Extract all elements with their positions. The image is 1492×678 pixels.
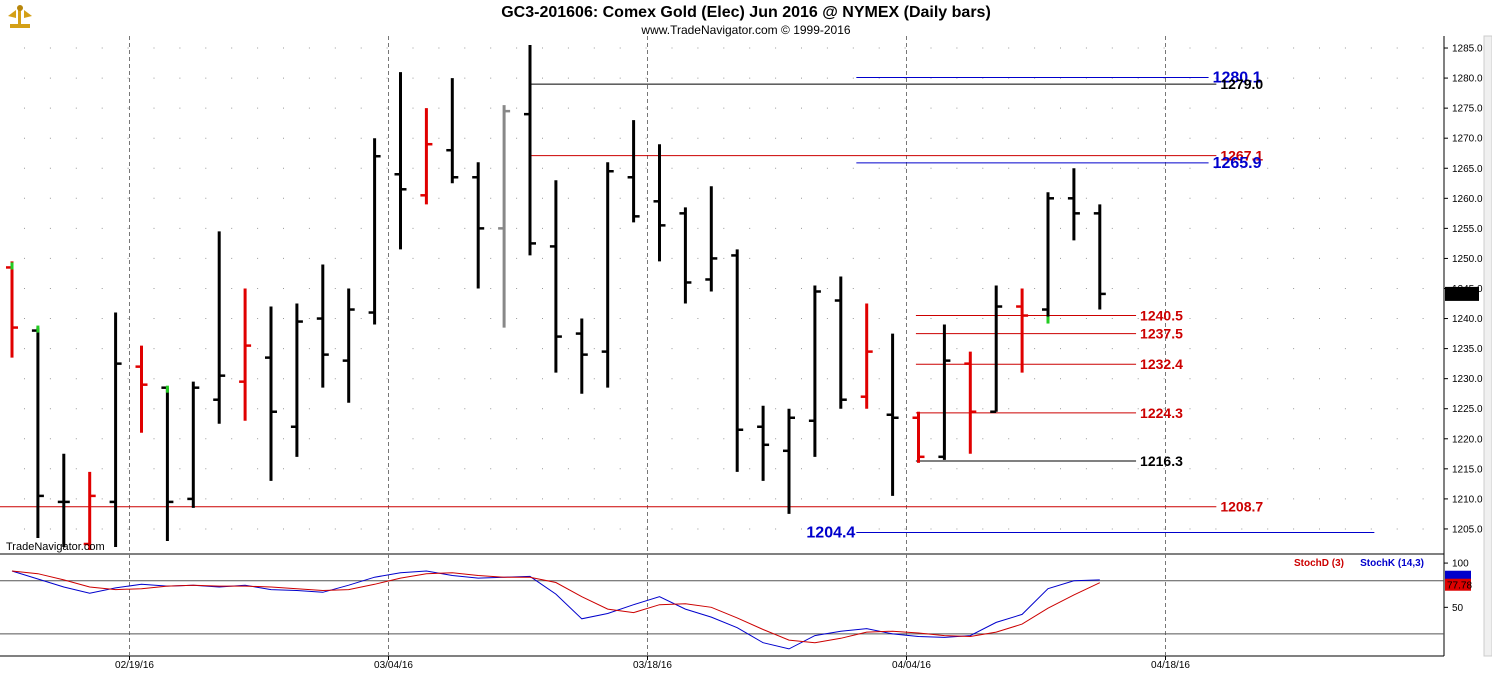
ohlc-bar <box>990 285 1003 413</box>
ohlc-bar <box>834 276 847 409</box>
grid <box>0 36 1445 657</box>
ohlc-bar <box>316 264 329 388</box>
ohlc-bar <box>368 138 381 325</box>
ohlc-bar <box>757 405 770 481</box>
y-tick-label: 1250.0 <box>1452 254 1483 265</box>
ohlc-bar <box>239 288 252 421</box>
ohlc-bar <box>627 120 640 223</box>
level-label: 1208.7 <box>1220 499 1263 515</box>
y-tick-label: 1285.0 <box>1452 44 1483 55</box>
ohlc-bar <box>290 303 303 457</box>
y-tick-label: 1260.0 <box>1452 194 1483 205</box>
ohlc-bar <box>653 144 666 262</box>
watermark: TradeNavigator.com <box>6 541 105 553</box>
level-label: 1267.1 <box>1220 148 1263 164</box>
stochk-last-box <box>1445 570 1471 580</box>
y-tick-label: 1265.0 <box>1452 164 1483 175</box>
x-tick-label: 03/04/16 <box>374 660 413 671</box>
axes: 02/19/16 03/04/16 03/18/16 04/04/16 04/18/16… <box>115 35 1492 671</box>
stoch-y-tick-label: 50 <box>1452 603 1464 614</box>
y-tick-label: 1205.0 <box>1452 524 1483 535</box>
ohlc-bar <box>265 306 277 481</box>
y-tick-label: 1240.0 <box>1452 314 1483 325</box>
ohlc-bar <box>83 471 96 550</box>
ohlc-bar <box>57 453 70 547</box>
price-bars <box>6 45 1106 550</box>
logo-icon <box>8 5 32 28</box>
ohlc-bar <box>498 105 511 328</box>
y-tick-label: 1270.0 <box>1452 134 1483 145</box>
ohlc-bar <box>731 249 744 472</box>
ohlc-bar <box>213 231 226 424</box>
level-label: 1240.5 <box>1140 308 1183 324</box>
x-tick-label: 04/04/16 <box>892 660 931 671</box>
x-tick-label: 04/18/16 <box>1151 660 1190 671</box>
stochastic-panel <box>0 570 1444 650</box>
ohlc-bar <box>187 381 200 508</box>
level-label: 1237.5 <box>1140 326 1183 342</box>
legend-stochd: StochD (3) <box>1294 558 1344 569</box>
ohlc-bar <box>420 108 433 205</box>
x-tick-label: 03/18/16 <box>633 660 672 671</box>
ohlc-bar <box>1042 192 1054 319</box>
ohlc-bar <box>860 303 873 409</box>
price-scale-strip <box>1483 35 1492 657</box>
ohlc-bar <box>679 207 692 304</box>
ohlc-bar <box>783 408 795 514</box>
ohlc-bar <box>524 45 536 256</box>
ohlc-bar <box>1067 168 1080 241</box>
stochd-series <box>11 570 1101 644</box>
level-label: 1224.3 <box>1140 405 1183 421</box>
ohlc-bar <box>1093 204 1106 310</box>
y-tick-label: 1280.0 <box>1452 74 1483 85</box>
y-tick-label: 1255.0 <box>1452 224 1483 235</box>
ohlc-bar <box>394 72 407 250</box>
level-label: 1265.9 <box>1213 155 1262 172</box>
ohlc-bar <box>601 162 614 388</box>
ohlc-bar <box>1016 288 1029 373</box>
last-price-label: 1244.1 <box>1448 290 1479 301</box>
ohlc-bar <box>109 312 122 547</box>
level-label: 1279.0 <box>1220 76 1263 92</box>
stoch-y-tick-label: 100 <box>1452 559 1469 570</box>
ohlc-bar <box>705 186 718 292</box>
y-tick-label: 1220.0 <box>1452 434 1483 445</box>
ohlc-bar <box>964 351 977 454</box>
chart-title: GC3-201606: Comex Gold (Elec) Jun 2016 @… <box>501 4 991 21</box>
ohlc-bar <box>135 345 148 433</box>
x-tick-label: 02/19/16 <box>115 660 154 671</box>
ohlc-bar <box>446 78 459 184</box>
stochd-last-box <box>1445 578 1471 591</box>
stochd-last-label: 77.78 <box>1447 581 1472 592</box>
ohlc-bar <box>912 411 925 463</box>
y-tick-label: 1235.0 <box>1452 344 1483 355</box>
level-label: 1232.4 <box>1140 356 1183 372</box>
ohlc-bar <box>342 288 355 403</box>
y-tick-label: 1275.0 <box>1452 104 1483 115</box>
chart-subtitle: www.TradeNavigator.com © 1999-2016 <box>640 23 850 37</box>
level-label: 1280.1 <box>1213 69 1262 86</box>
ohlc-bar <box>161 386 174 541</box>
dot-grid <box>24 47 1424 530</box>
legend-stochk: StochK (14,3) <box>1360 558 1424 569</box>
y-tick-label: 1210.0 <box>1452 494 1483 505</box>
ohlc-bar <box>886 333 899 496</box>
level-label: 1204.4 <box>806 525 855 542</box>
y-tick-label: 1230.0 <box>1452 374 1483 385</box>
ohlc-bar <box>938 324 951 460</box>
ohlc-bar <box>549 180 562 373</box>
level-label: 1216.3 <box>1140 453 1183 469</box>
last-price-box <box>1445 286 1479 301</box>
y-tick-label: 1215.0 <box>1452 464 1483 475</box>
ohlc-bar <box>808 285 821 457</box>
y-tick-label: 1225.0 <box>1452 404 1483 415</box>
ohlc-bar <box>472 162 485 289</box>
ohlc-bar <box>6 261 18 358</box>
ohlc-bar <box>575 318 588 394</box>
